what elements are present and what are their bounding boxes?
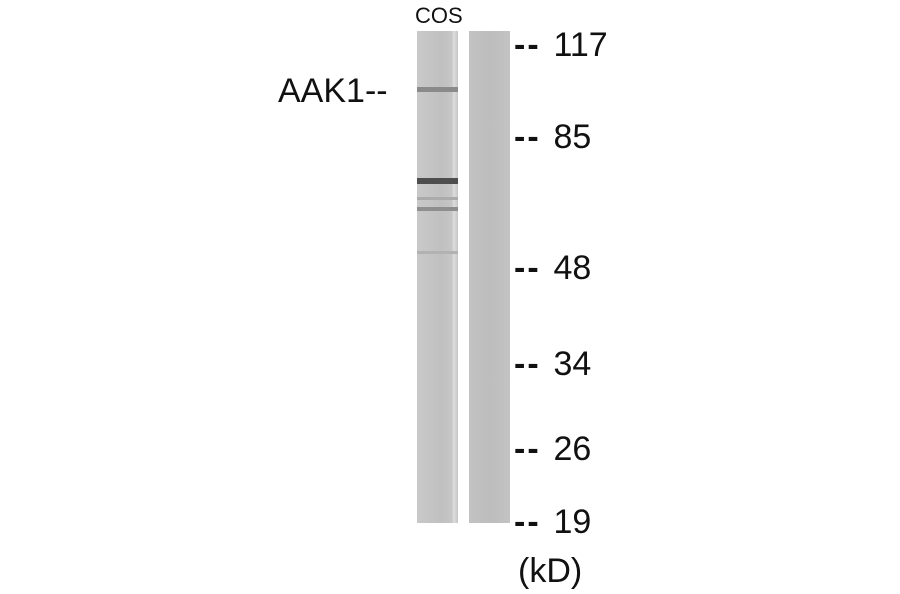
band xyxy=(417,178,458,184)
marker-26: -- 26 xyxy=(514,430,592,468)
unit-label: (kD) xyxy=(518,552,583,590)
marker-48: -- 48 xyxy=(514,249,592,287)
blot-lane-control xyxy=(469,31,510,523)
marker-85: -- 85 xyxy=(514,118,592,156)
marker-117: -- 117 xyxy=(514,26,608,64)
band xyxy=(417,251,458,254)
marker-19: -- 19 xyxy=(514,503,592,541)
blot-lane-sample xyxy=(417,31,458,523)
band-aak1 xyxy=(417,87,458,92)
lane-label-cos: COS xyxy=(415,3,463,28)
marker-34: -- 34 xyxy=(514,345,592,383)
target-label-aak1: AAK1-- xyxy=(278,72,388,110)
band xyxy=(417,197,458,200)
band xyxy=(417,207,458,211)
